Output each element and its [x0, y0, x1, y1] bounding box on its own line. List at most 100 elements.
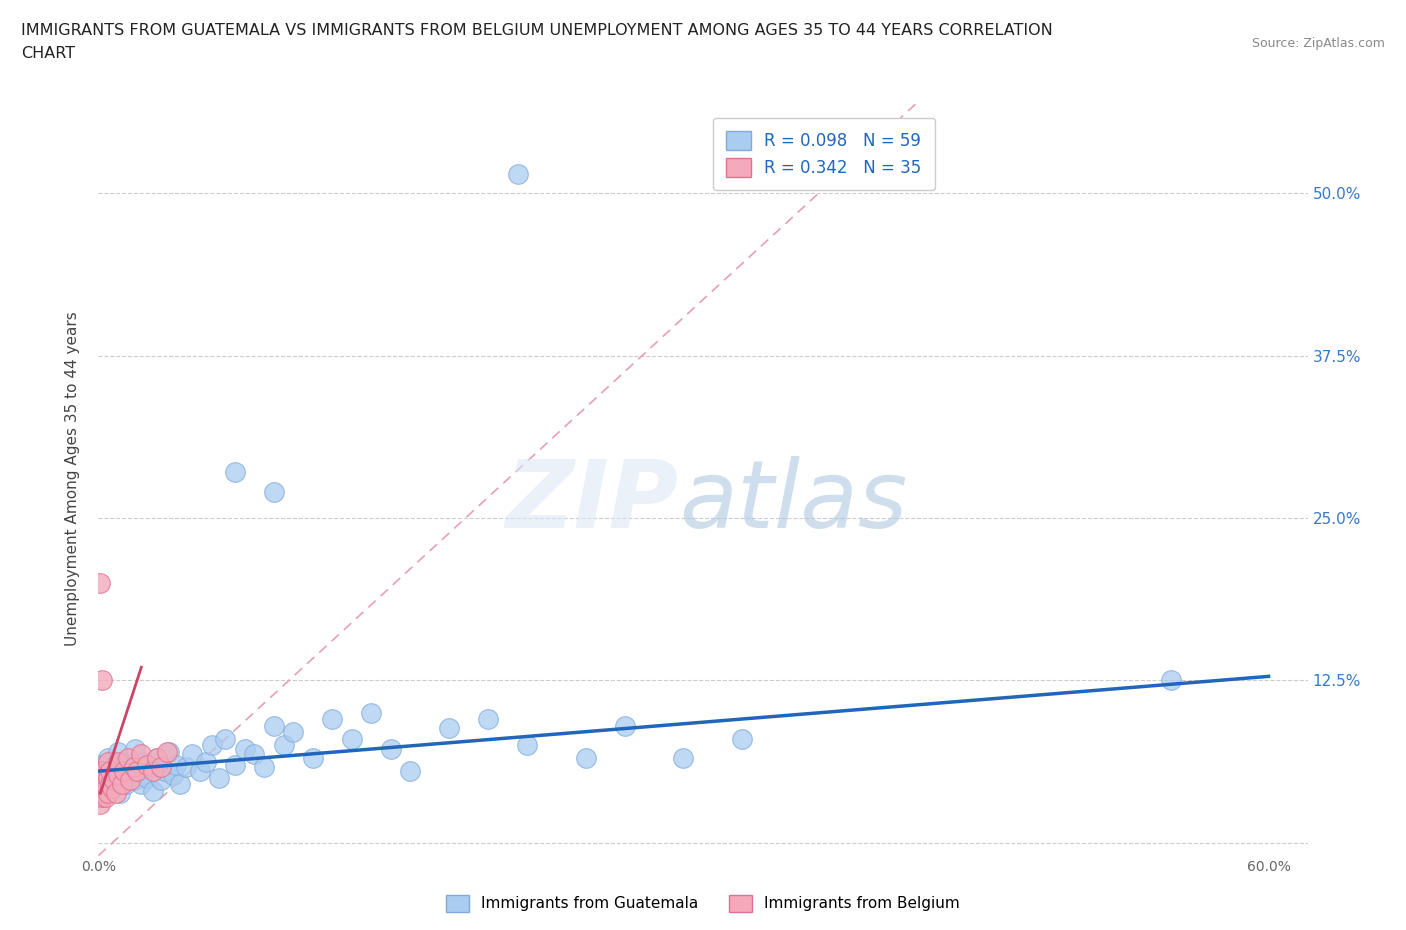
Point	[91, 790, 114, 804]
Point	[156, 744, 179, 759]
Point	[516, 737, 538, 752]
Point	[614, 718, 637, 733]
Point	[138, 760, 160, 775]
Point	[153, 764, 176, 778]
Point	[131, 747, 153, 762]
Point	[93, 764, 115, 778]
Point	[224, 465, 246, 480]
Point	[136, 757, 159, 772]
Point	[101, 780, 124, 795]
Point	[93, 764, 115, 778]
Point	[117, 767, 139, 782]
Point	[97, 754, 120, 769]
Point	[101, 780, 124, 795]
Point	[98, 770, 121, 785]
Point	[672, 751, 695, 765]
Legend: R = 0.098   N = 59, R = 0.342   N = 35: R = 0.098 N = 59, R = 0.342 N = 35	[713, 118, 935, 191]
Point	[89, 783, 111, 798]
Point	[165, 757, 187, 772]
Point	[243, 747, 266, 762]
Point	[117, 751, 139, 765]
Point	[136, 770, 159, 785]
Point	[360, 705, 382, 720]
Point	[89, 770, 111, 785]
Point	[107, 767, 129, 782]
Point	[224, 757, 246, 772]
Point	[103, 773, 125, 788]
Text: ZIP: ZIP	[506, 456, 679, 548]
Point	[506, 166, 529, 181]
Point	[142, 764, 165, 778]
Point	[174, 760, 197, 775]
Point	[208, 770, 231, 785]
Point	[380, 741, 402, 756]
Point	[149, 773, 172, 788]
Point	[263, 718, 285, 733]
Point	[96, 780, 118, 795]
Point	[104, 773, 127, 788]
Point	[114, 777, 136, 791]
Point	[93, 773, 115, 788]
Text: Source: ZipAtlas.com: Source: ZipAtlas.com	[1251, 37, 1385, 50]
Point	[439, 721, 461, 736]
Point	[253, 760, 276, 775]
Point	[118, 760, 141, 775]
Point	[399, 764, 422, 778]
Point	[122, 760, 145, 775]
Point	[149, 760, 172, 775]
Point	[731, 731, 754, 746]
Point	[98, 764, 121, 778]
Point	[477, 711, 499, 726]
Point	[96, 783, 118, 798]
Point	[273, 737, 295, 752]
Point	[97, 751, 120, 765]
Point	[200, 737, 222, 752]
Point	[188, 764, 211, 778]
Point	[340, 731, 363, 746]
Point	[87, 777, 110, 791]
Point	[111, 777, 134, 791]
Point	[181, 747, 204, 762]
Point	[122, 773, 145, 788]
Point	[127, 764, 149, 778]
Point	[263, 485, 285, 499]
Point	[1160, 672, 1182, 687]
Point	[107, 744, 129, 759]
Point	[142, 783, 165, 798]
Text: CHART: CHART	[21, 46, 75, 61]
Point	[146, 751, 169, 765]
Point	[575, 751, 598, 765]
Point	[131, 777, 153, 791]
Point	[89, 796, 111, 811]
Point	[107, 754, 129, 769]
Point	[91, 672, 114, 687]
Y-axis label: Unemployment Among Ages 35 to 44 years: Unemployment Among Ages 35 to 44 years	[65, 312, 80, 646]
Point	[96, 790, 118, 804]
Point	[112, 754, 135, 769]
Point	[124, 741, 146, 756]
Point	[103, 760, 125, 775]
Point	[118, 773, 141, 788]
Point	[98, 777, 121, 791]
Point	[91, 764, 114, 778]
Point	[194, 754, 217, 769]
Point	[283, 724, 305, 739]
Point	[111, 764, 134, 778]
Point	[104, 786, 127, 801]
Point	[233, 741, 256, 756]
Point	[127, 764, 149, 778]
Point	[89, 757, 111, 772]
Point	[321, 711, 343, 726]
Point	[97, 770, 120, 785]
Point	[146, 751, 169, 765]
Text: IMMIGRANTS FROM GUATEMALA VS IMMIGRANTS FROM BELGIUM UNEMPLOYMENT AMONG AGES 35 : IMMIGRANTS FROM GUATEMALA VS IMMIGRANTS …	[21, 23, 1053, 38]
Point	[162, 767, 184, 782]
Point	[132, 754, 155, 769]
Point	[157, 744, 180, 759]
Legend: Immigrants from Guatemala, Immigrants from Belgium: Immigrants from Guatemala, Immigrants fr…	[440, 889, 966, 918]
Text: atlas: atlas	[679, 456, 907, 547]
Point	[91, 777, 114, 791]
Point	[169, 777, 191, 791]
Point	[97, 786, 120, 801]
Point	[112, 764, 135, 778]
